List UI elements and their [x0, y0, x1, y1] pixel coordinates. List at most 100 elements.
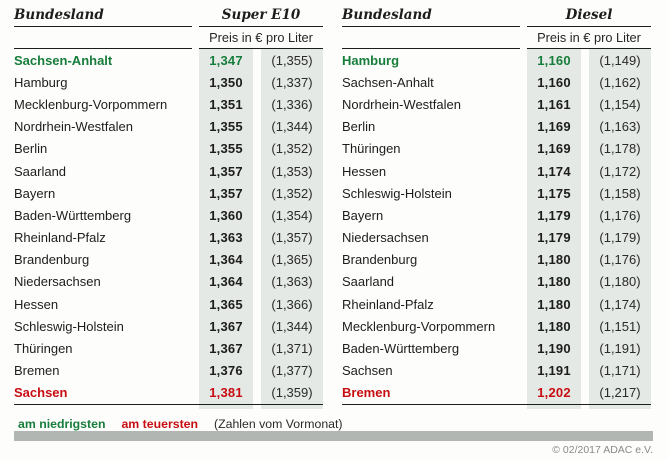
state-name: Schleswig-Holstein [14, 318, 124, 334]
previous-price: (1,176) [589, 204, 651, 227]
table-row: Niedersachsen 1,364 (1,363) [14, 270, 323, 294]
previous-price: (1,365) [261, 248, 323, 271]
table-row: Rheinland-Pfalz 1,180 (1,174) [342, 293, 651, 316]
previous-price: (1,172) [589, 159, 651, 183]
current-price: 1,350 [199, 71, 253, 94]
table-row: Baden-Württemberg 1,190 (1,191) [342, 337, 651, 360]
table-row: Sachsen 1,191 (1,171) [342, 359, 651, 382]
previous-price: (1,366) [261, 293, 323, 316]
state-name: Bayern [342, 207, 384, 223]
state-name: Bremen [342, 385, 391, 401]
previous-price: (1,352) [261, 182, 323, 205]
table-diesel: Bundesland Diesel Preis in € pro Liter H… [342, 6, 651, 431]
table-row: Bremen 1,202 (1,217) [342, 381, 651, 404]
previous-price: (1,353) [261, 159, 323, 183]
table-row: Brandenburg 1,180 (1,176) [342, 248, 651, 271]
table-row: Hamburg 1,160 (1,149) [342, 49, 651, 72]
previous-price: (1,191) [589, 337, 651, 360]
table-body: Sachsen-Anhalt 1,347 (1,355) Hamburg 1,3… [14, 49, 323, 404]
footer-divider-bar [14, 431, 653, 441]
table-row: Bremen 1,376 (1,377) [14, 359, 323, 382]
current-price: 1,180 [527, 248, 581, 271]
state-name: Berlin [342, 119, 376, 135]
previous-price: (1,176) [589, 248, 651, 271]
state-name: Mecklenburg-Vorpommern [342, 318, 496, 334]
column-header-bundesland: Bundesland [14, 7, 192, 27]
table-row: Schleswig-Holstein 1,367 (1,344) [14, 315, 323, 338]
current-price: 1,351 [199, 93, 253, 116]
previous-price: (1,179) [589, 226, 651, 249]
previous-price: (1,354) [261, 204, 323, 227]
current-price: 1,180 [527, 293, 581, 316]
price-tables: Bundesland Super E10 Preis in € pro Lite… [14, 6, 651, 431]
state-name: Hamburg [14, 74, 68, 90]
state-name: Thüringen [342, 141, 401, 157]
table-row: Hessen 1,174 (1,172) [342, 159, 651, 183]
previous-price: (1,174) [589, 293, 651, 316]
table-subheader-row: Preis in € pro Liter [14, 27, 323, 49]
state-name: Nordrhein-Westfalen [14, 119, 133, 135]
current-price: 1,367 [199, 337, 253, 360]
current-price: 1,365 [199, 293, 253, 316]
previous-price: (1,344) [261, 315, 323, 338]
state-name: Saarland [342, 274, 395, 290]
legend: am niedrigsten am teuersten (Zahlen vom … [18, 417, 343, 431]
table-row: Berlin 1,169 (1,163) [342, 115, 651, 138]
previous-price: (1,357) [261, 226, 323, 249]
state-name: Rheinland-Pfalz [14, 230, 106, 246]
current-price: 1,161 [527, 93, 581, 116]
previous-price: (1,336) [261, 93, 323, 116]
table-row: Baden-Württemberg 1,360 (1,354) [14, 204, 323, 227]
state-name: Hamburg [342, 52, 400, 68]
table-bottom-rule [342, 404, 651, 409]
state-name: Bremen [14, 363, 60, 379]
current-price: 1,381 [199, 381, 253, 404]
current-price: 1,190 [527, 337, 581, 360]
copyright-text: © 02/2017 ADAC e.V. [552, 444, 653, 456]
table-super-e10: Bundesland Super E10 Preis in € pro Lite… [14, 6, 343, 431]
current-price: 1,160 [527, 71, 581, 94]
price-unit-label: Preis in € pro Liter [199, 30, 323, 49]
previous-price: (1,163) [589, 115, 651, 138]
table-row: Nordrhein-Westfalen 1,161 (1,154) [342, 93, 651, 116]
state-name: Niedersachsen [14, 274, 101, 290]
table-row: Hessen 1,365 (1,366) [14, 293, 323, 316]
previous-price: (1,151) [589, 315, 651, 338]
state-name: Hessen [342, 163, 387, 179]
table-header-row: Bundesland Super E10 [14, 6, 323, 27]
subheader-spacer [14, 26, 192, 49]
previous-price: (1,158) [589, 182, 651, 205]
state-name: Berlin [14, 141, 48, 157]
table-row: Berlin 1,355 (1,352) [14, 137, 323, 160]
state-name: Sachsen [14, 385, 68, 401]
current-price: 1,160 [527, 49, 581, 72]
previous-price: (1,344) [261, 115, 323, 138]
previous-price: (1,217) [589, 381, 651, 404]
subheader-spacer [342, 26, 520, 49]
state-name: Hessen [14, 296, 59, 312]
column-header-fuel-super-e10: Super E10 [199, 7, 323, 27]
current-price: 1,364 [199, 270, 253, 294]
previous-price: (1,162) [589, 71, 651, 94]
legend-most-expensive: am teuersten [121, 417, 199, 431]
previous-price: (1,149) [589, 49, 651, 72]
current-price: 1,202 [527, 381, 581, 404]
table-row: Niedersachsen 1,179 (1,179) [342, 226, 651, 249]
previous-price: (1,171) [589, 359, 651, 382]
current-price: 1,174 [527, 159, 581, 183]
legend-note: (Zahlen vom Vormonat) [214, 417, 343, 431]
table-row: Thüringen 1,169 (1,178) [342, 137, 651, 160]
table-subheader-row: Preis in € pro Liter [342, 27, 651, 49]
current-price: 1,179 [527, 204, 581, 227]
state-name: Brandenburg [342, 252, 418, 268]
state-name: Rheinland-Pfalz [342, 296, 434, 312]
state-name: Sachsen-Anhalt [14, 52, 113, 68]
table-header-row: Bundesland Diesel [342, 6, 651, 27]
table-row: Brandenburg 1,364 (1,365) [14, 248, 323, 271]
current-price: 1,180 [527, 270, 581, 294]
current-price: 1,169 [527, 137, 581, 160]
current-price: 1,355 [199, 115, 253, 138]
table-row: Saarland 1,357 (1,353) [14, 159, 323, 183]
state-name: Schleswig-Holstein [342, 185, 452, 201]
